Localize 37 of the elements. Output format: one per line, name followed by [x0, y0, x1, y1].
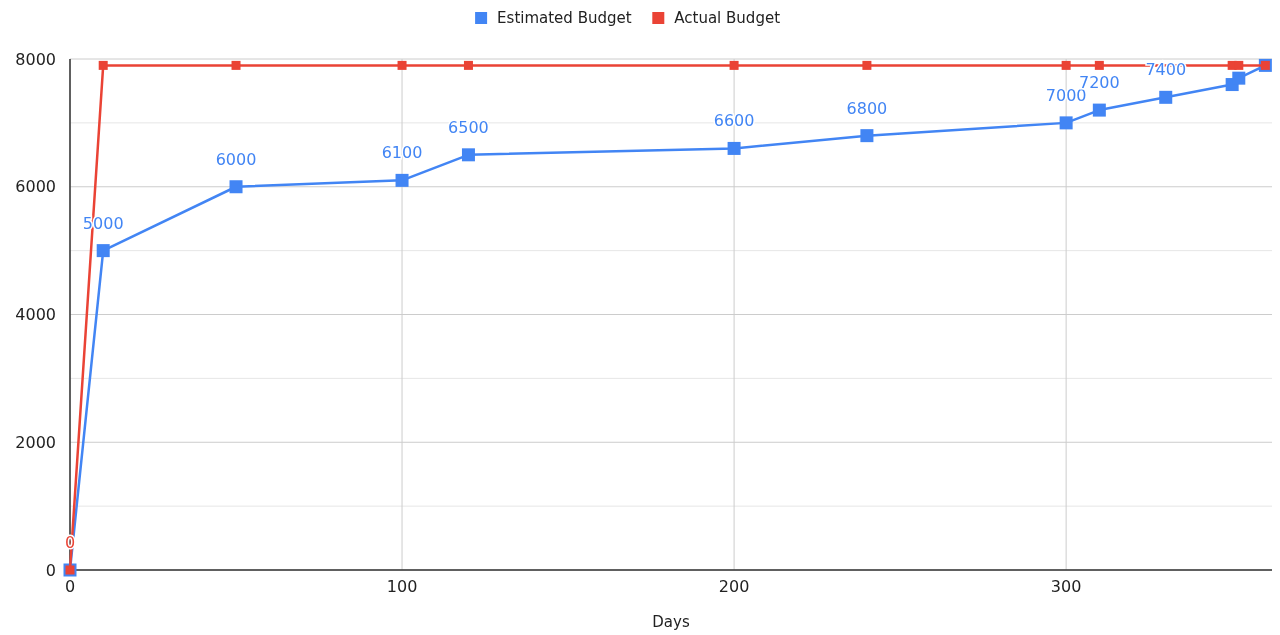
point	[461, 148, 475, 162]
y-tick-label: 8000	[15, 49, 56, 69]
point	[860, 129, 874, 143]
x-tick-label: 300	[1050, 577, 1082, 596]
legend-label: Actual Budget	[674, 9, 781, 28]
point	[1159, 90, 1173, 104]
point	[729, 60, 739, 70]
point	[463, 60, 473, 70]
y-tick-label: 4000	[15, 305, 56, 325]
point	[1061, 60, 1071, 70]
data-label: 6500	[448, 117, 489, 137]
point	[96, 244, 110, 258]
point	[1232, 71, 1246, 85]
point	[395, 173, 409, 187]
y-tick-label: 0	[45, 560, 56, 580]
point	[1094, 60, 1104, 70]
point	[1092, 103, 1106, 117]
y-tick-label: 6000	[15, 177, 56, 197]
point	[98, 60, 108, 70]
data-label: 6100	[381, 143, 423, 163]
point	[862, 60, 872, 70]
data-label: 6600	[713, 111, 755, 131]
x-axis-title: Days	[652, 613, 690, 631]
point	[231, 60, 241, 70]
point	[229, 180, 243, 194]
data-label: 6000	[215, 149, 257, 169]
y-tick-label: 2000	[15, 432, 56, 452]
x-tick-label: 0	[64, 577, 76, 596]
point	[1234, 60, 1244, 70]
legend-label: Estimated Budget	[497, 9, 632, 28]
point	[727, 141, 741, 155]
x-tick-label: 100	[386, 577, 418, 596]
x-tick-label: 200	[718, 577, 750, 596]
point	[397, 60, 407, 70]
point	[1059, 116, 1073, 130]
data-label: 6800	[846, 98, 888, 118]
data-label: 0	[64, 533, 76, 552]
